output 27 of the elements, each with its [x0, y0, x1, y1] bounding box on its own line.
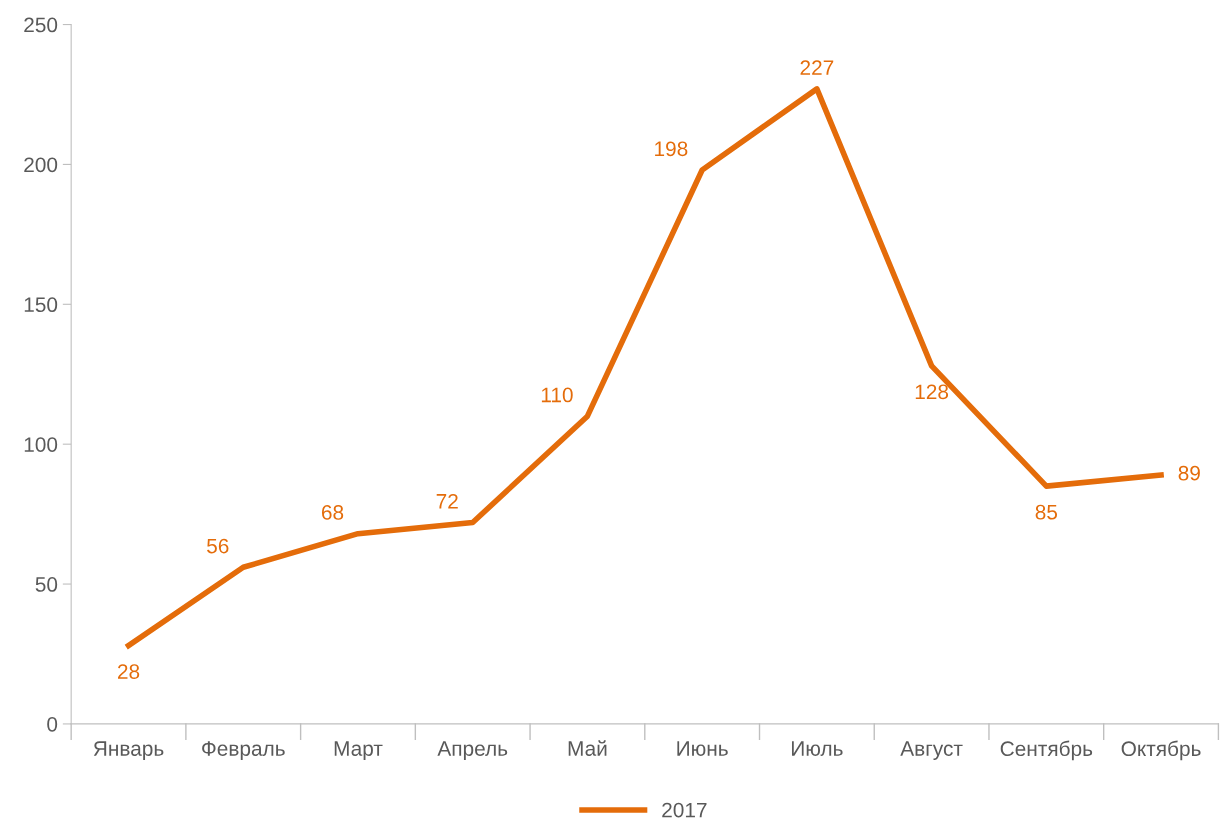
- y-tick-label: 150: [24, 297, 58, 313]
- y-tick-label: 0: [47, 716, 58, 732]
- x-tick-label: Август: [900, 741, 963, 761]
- y-tick-label: 250: [24, 17, 58, 33]
- x-tick-label: Март: [334, 741, 383, 761]
- y-tick-label: 100: [24, 437, 58, 452]
- data-label: 89: [1178, 465, 1200, 481]
- data-label: 227: [800, 60, 834, 75]
- x-tick-label: Апрель: [437, 741, 508, 761]
- data-label: 198: [655, 141, 688, 157]
- data-label: 128: [915, 384, 949, 400]
- y-tick-label: 50: [35, 577, 58, 592]
- x-tick-label: Май: [568, 740, 607, 756]
- data-label: 56: [207, 538, 229, 554]
- data-label: 28: [117, 664, 140, 679]
- x-tick-label: Сентябрь: [1000, 740, 1093, 761]
- y-tick-label: 200: [24, 157, 58, 173]
- legend-label: 2017: [662, 802, 707, 818]
- x-tick-label: Февраль: [202, 741, 285, 761]
- x-tick-label: Июль: [792, 741, 843, 756]
- data-label: 68: [321, 505, 344, 520]
- data-label: 110: [541, 387, 573, 403]
- data-label: 85: [1035, 504, 1058, 520]
- data-label: 72: [436, 493, 458, 509]
- x-tick-label: Январь: [93, 741, 164, 761]
- x-tick-label: Октябрь: [1121, 740, 1201, 761]
- x-tick-label: Июнь: [677, 741, 728, 756]
